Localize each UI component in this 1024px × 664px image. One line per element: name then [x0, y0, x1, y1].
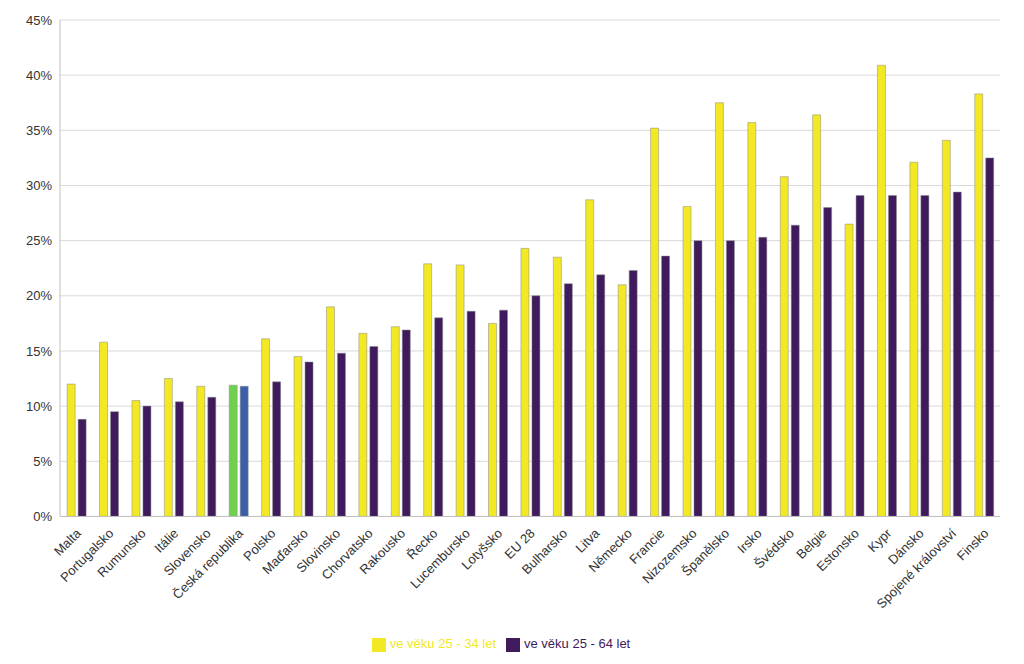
svg-text:Malta: Malta: [50, 525, 84, 559]
svg-text:Finsko: Finsko: [954, 526, 992, 564]
svg-text:Německo: Německo: [586, 526, 635, 575]
svg-text:Litva: Litva: [572, 525, 603, 556]
svg-text:Rumunsko: Rumunsko: [94, 526, 149, 581]
svg-text:Nizozemsko: Nizozemsko: [639, 525, 700, 587]
svg-text:0%: 0%: [33, 509, 52, 524]
svg-text:Maďarsko: Maďarsko: [259, 525, 311, 578]
svg-text:Lucembursko: Lucembursko: [407, 525, 473, 592]
svg-text:Polsko: Polsko: [240, 525, 279, 564]
svg-text:Spojené království: Spojené království: [873, 525, 959, 611]
svg-text:Estonsko: Estonsko: [813, 526, 861, 574]
html-text:ve věku 25 - 34 let: ve věku 25 - 34 let: [389, 636, 496, 652]
svg-text:25%: 25%: [26, 233, 52, 248]
svg-text:Irsko: Irsko: [734, 525, 765, 557]
svg-text:45%: 45%: [26, 13, 52, 28]
svg-text:Česká republika: Česká republika: [170, 525, 247, 602]
svg-text:Lotyšsko: Lotyšsko: [458, 526, 505, 573]
html-text:ve věku 25 - 64 let: ve věku 25 - 64 let: [524, 636, 631, 652]
svg-text:15%: 15%: [26, 344, 52, 359]
svg-text:Belgie: Belgie: [793, 525, 830, 562]
svg-text:Švédsko: Švédsko: [751, 526, 797, 572]
svg-text:Řecko: Řecko: [403, 525, 441, 563]
svg-text:EU 28: EU 28: [501, 525, 538, 562]
svg-text:Chorvatsko: Chorvatsko: [318, 525, 376, 583]
svg-text:Bulharsko: Bulharsko: [519, 526, 570, 577]
svg-text:Portugalsko: Portugalsko: [57, 525, 117, 585]
svg-text:35%: 35%: [26, 123, 52, 138]
svg-text:Dánsko: Dánsko: [885, 525, 927, 568]
svg-text:Rakousko: Rakousko: [357, 526, 408, 577]
svg-text:5%: 5%: [33, 454, 52, 469]
svg-text:30%: 30%: [26, 178, 52, 193]
svg-text:20%: 20%: [26, 288, 52, 303]
svg-text:Kypr: Kypr: [864, 525, 895, 556]
svg-text:40%: 40%: [26, 68, 52, 83]
svg-text:Španělsko: Španělsko: [679, 526, 733, 580]
svg-text:Slovensko: Slovensko: [160, 525, 214, 579]
svg-text:10%: 10%: [26, 399, 52, 414]
svg-text:Francie: Francie: [626, 525, 668, 567]
svg-text:Slovinsko: Slovinsko: [293, 525, 344, 576]
svg-text:Itálie: Itálie: [151, 525, 182, 556]
